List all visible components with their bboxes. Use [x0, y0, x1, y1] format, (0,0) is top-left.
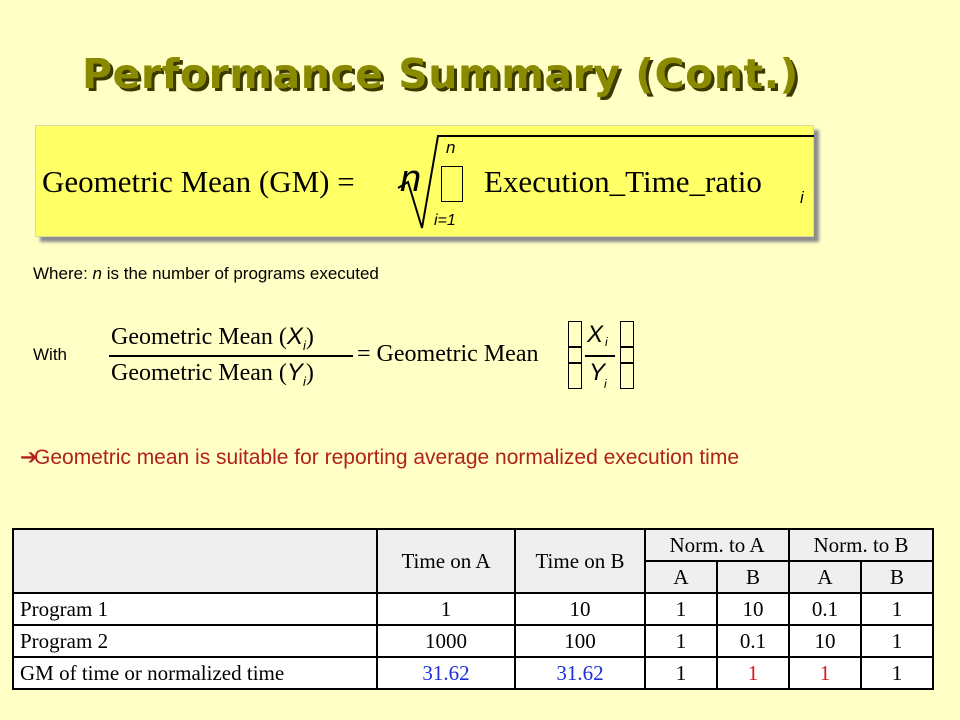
- header-norm-b: Norm. to B: [788, 528, 934, 562]
- where-note: Where: n is the number of programs execu…: [33, 264, 379, 284]
- cell-norm-b-b: 1: [860, 624, 934, 658]
- table-header-row: Time on A Time on B Norm. to A Norm. to …: [12, 528, 934, 594]
- ratio-numerator-text: Geometric Mean (: [111, 324, 287, 350]
- root-index: n: [400, 158, 422, 200]
- subheader-norm-b-b: B: [860, 560, 934, 594]
- table-row: GM of time or normalized time 31.62 31.6…: [12, 656, 934, 690]
- subheader-norm-a-a: A: [644, 560, 718, 594]
- product-symbol-placeholder: [441, 166, 463, 202]
- cell-norm-b-a: 10: [788, 624, 862, 658]
- ratio-denominator: Geometric Mean (Yi): [111, 359, 314, 389]
- table-row: Program 2 1000 100 1 0.1 10 1: [12, 624, 934, 658]
- cell-norm-b-a: 0.1: [788, 592, 862, 626]
- right-paren-top: [620, 321, 634, 347]
- ratio-denominator-close: ): [305, 360, 314, 386]
- gm-formula-term-subscript: i: [800, 188, 804, 207]
- ratio-numerator: Geometric Mean (Xi): [111, 323, 314, 353]
- ratio-denominator-sub: i: [302, 373, 306, 389]
- subheader-norm-a-b: B: [716, 560, 790, 594]
- gm-formula-lhs: Geometric Mean (GM) =: [42, 164, 355, 199]
- with-label: With: [33, 345, 67, 364]
- right-paren-mid: [620, 347, 634, 363]
- ratio-denominator-var: Y: [286, 359, 303, 386]
- frac-denominator-var: Y: [589, 359, 606, 386]
- header-empty-cell: [12, 528, 378, 594]
- sum-lower-limit: i=1: [434, 212, 456, 229]
- where-prefix: Where:: [33, 264, 93, 283]
- cell-norm-a-a: 1: [644, 592, 718, 626]
- table-subheader-row: A B A B: [13, 560, 934, 594]
- key-point-bullet: ➔Geometric mean is suitable for reportin…: [20, 445, 739, 470]
- ratio-numerator-var: X: [286, 323, 303, 350]
- ratio-numerator-close: ): [305, 324, 314, 350]
- ratio-numerator-sub: i: [302, 337, 306, 353]
- table-row: Program 1 1 10 1 10 0.1 1: [12, 592, 934, 626]
- ratio-fraction-bar: [109, 355, 353, 357]
- cell-norm-a-b: 10: [716, 592, 790, 626]
- ratio-equals-gm: = Geometric Mean: [357, 341, 539, 367]
- frac-numerator-var: X: [587, 321, 604, 348]
- cell-norm-b-b: 1: [860, 656, 934, 690]
- performance-table: Time on A Time on B Norm. to A Norm. to …: [12, 528, 934, 690]
- row-label: GM of time or normalized time: [12, 656, 378, 690]
- cell-norm-a-b: 0.1: [716, 624, 790, 658]
- frac-numerator-sub: i: [605, 335, 608, 349]
- page-title: Performance Summary (Cont.): [82, 50, 799, 98]
- sum-upper-limit: n: [446, 138, 456, 157]
- cell-norm-b-a: 1: [788, 656, 862, 690]
- where-var: n: [92, 264, 102, 283]
- cell-time-b: 31.62: [514, 656, 646, 690]
- ratio-formula: Geometric Mean (Xi) Geometric Mean (Yi) …: [105, 315, 645, 395]
- header-time-b: Time on B: [514, 528, 646, 594]
- gm-formula-term: Execution_Time_ratio: [484, 164, 762, 199]
- cell-norm-b-b: 1: [860, 592, 934, 626]
- ratio-denominator-text: Geometric Mean (: [111, 360, 287, 386]
- subheader-norm-b-a: A: [788, 560, 862, 594]
- arrow-bullet-icon: ➔: [20, 446, 38, 469]
- row-label: Program 1: [12, 592, 378, 626]
- frac-denominator-sub: i: [604, 377, 607, 391]
- radical-sign: [397, 135, 814, 229]
- header-norm-a: Norm. to A: [644, 528, 790, 562]
- header-time-a: Time on A: [376, 528, 516, 594]
- right-paren-bottom: [620, 363, 634, 389]
- cell-norm-a-b: 1: [716, 656, 790, 690]
- row-label: Program 2: [12, 624, 378, 658]
- frac-bar: [585, 355, 615, 357]
- cell-norm-a-a: 1: [644, 624, 718, 658]
- cell-norm-a-a: 1: [644, 656, 718, 690]
- bullet-text: Geometric mean is suitable for reporting…: [34, 446, 740, 469]
- left-paren-top: [568, 321, 582, 347]
- left-paren-bottom: [568, 363, 582, 389]
- cell-time-b: 100: [514, 624, 646, 658]
- cell-time-a: 31.62: [376, 656, 516, 690]
- left-paren-mid: [568, 347, 582, 363]
- where-suffix: is the number of programs executed: [102, 264, 379, 283]
- gm-formula-box: Geometric Mean (GM) = n n i=1 Execution_…: [35, 125, 814, 237]
- cell-time-b: 10: [514, 592, 646, 626]
- cell-time-a: 1000: [376, 624, 516, 658]
- cell-time-a: 1: [376, 592, 516, 626]
